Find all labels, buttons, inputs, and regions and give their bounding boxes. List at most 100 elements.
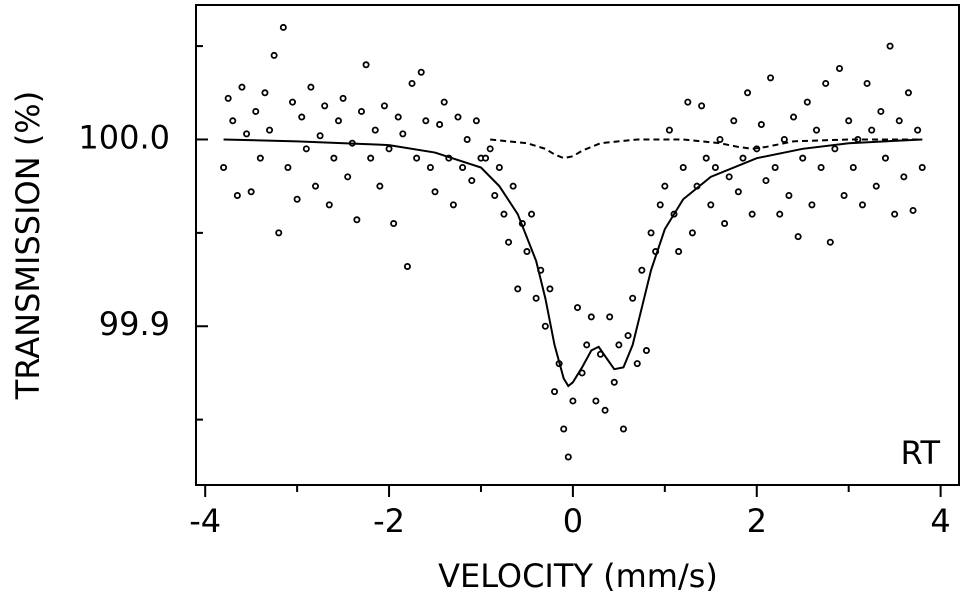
- data-point: [417, 68, 425, 76]
- data-point: [587, 313, 595, 321]
- data-point: [739, 154, 747, 162]
- data-point: [675, 248, 683, 256]
- data-point: [702, 154, 710, 162]
- x-tick-label: 0: [563, 502, 583, 540]
- data-point: [822, 79, 830, 87]
- data-point: [463, 135, 471, 143]
- data-point: [868, 126, 876, 134]
- data-point: [647, 229, 655, 237]
- x-tick-label: 4: [930, 502, 950, 540]
- data-point: [872, 182, 880, 190]
- plot-frame: [195, 4, 960, 486]
- data-point: [399, 130, 407, 138]
- data-point: [619, 425, 627, 433]
- data-point: [472, 117, 480, 125]
- data-point: [339, 94, 347, 102]
- data-point: [261, 89, 269, 97]
- data-point: [757, 121, 765, 129]
- data-point: [270, 51, 278, 59]
- data-point: [771, 163, 779, 171]
- data-point: [716, 135, 724, 143]
- data-point: [523, 248, 531, 256]
- data-point: [385, 145, 393, 153]
- data-point: [238, 83, 246, 91]
- annotation: RT: [901, 434, 941, 472]
- data-point: [813, 126, 821, 134]
- x-tick-label: 2: [747, 502, 767, 540]
- data-point: [574, 304, 582, 312]
- data-point: [633, 360, 641, 368]
- data-point: [904, 89, 912, 97]
- data-point: [835, 65, 843, 73]
- data-point: [394, 113, 402, 121]
- data-point: [256, 154, 264, 162]
- data-point: [431, 188, 439, 196]
- data-point: [780, 135, 788, 143]
- data-point: [606, 313, 614, 321]
- data-point: [748, 210, 756, 218]
- data-point: [528, 210, 536, 218]
- data-point: [624, 332, 632, 340]
- data-point: [220, 163, 228, 171]
- data-point: [785, 192, 793, 200]
- data-point: [353, 216, 361, 224]
- data-point: [881, 154, 889, 162]
- data-point: [665, 126, 673, 134]
- data-point: [698, 102, 706, 110]
- data-point: [679, 163, 687, 171]
- data-point: [551, 388, 559, 396]
- data-point: [422, 117, 430, 125]
- data-point: [564, 453, 572, 461]
- data-point: [367, 154, 375, 162]
- data-point: [817, 163, 825, 171]
- data-point: [799, 154, 807, 162]
- data-point: [849, 163, 857, 171]
- data-point: [546, 285, 554, 293]
- x-tick-label: -2: [373, 502, 405, 540]
- data-point: [601, 406, 609, 414]
- data-point: [298, 113, 306, 121]
- data-point: [390, 220, 398, 228]
- data-point: [661, 182, 669, 190]
- data-point: [514, 285, 522, 293]
- data-point: [330, 154, 338, 162]
- data-point: [505, 238, 513, 246]
- data-point: [468, 177, 476, 185]
- y-tick-label: 100.0: [78, 118, 170, 156]
- data-point: [233, 192, 241, 200]
- data-point: [684, 98, 692, 106]
- data-point: [312, 182, 320, 190]
- data-point: [532, 294, 540, 302]
- data-point: [486, 145, 494, 153]
- data-point: [426, 163, 434, 171]
- y-axis-label: TRANSMISSION (%): [9, 91, 47, 400]
- y-tick-label: 99.9: [99, 305, 170, 343]
- data-point: [279, 23, 287, 31]
- data-point: [307, 83, 315, 91]
- data-point: [891, 210, 899, 218]
- data-point: [707, 201, 715, 209]
- data-point: [790, 113, 798, 121]
- data-point: [711, 163, 719, 171]
- data-point: [744, 89, 752, 97]
- data-point: [900, 173, 908, 181]
- data-point: [725, 173, 733, 181]
- data-point: [302, 145, 310, 153]
- data-point: [629, 294, 637, 302]
- data-point: [803, 98, 811, 106]
- data-point: [863, 79, 871, 87]
- data-point: [909, 206, 917, 214]
- data-point: [482, 154, 490, 162]
- data-point: [762, 177, 770, 185]
- data-point: [224, 94, 232, 102]
- data-point: [730, 117, 738, 125]
- data-point: [321, 102, 329, 110]
- data-point: [583, 341, 591, 349]
- data-point: [808, 201, 816, 209]
- data-point: [615, 341, 623, 349]
- data-point: [408, 79, 416, 87]
- data-point: [316, 132, 324, 140]
- data-point: [459, 163, 467, 171]
- data-point: [413, 154, 421, 162]
